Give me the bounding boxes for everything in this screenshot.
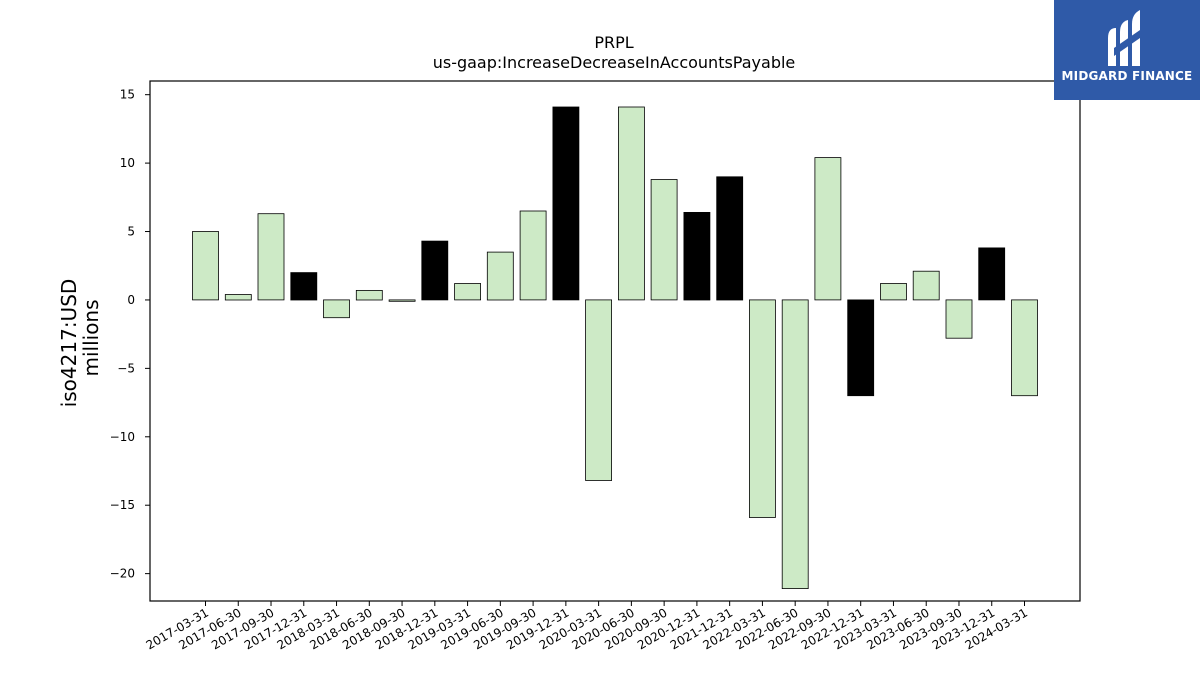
bar-2020-06-30 (618, 106, 645, 301)
bar-2017-12-31 (290, 272, 318, 301)
bar-2017-06-30 (224, 294, 252, 301)
bar-2019-06-30 (486, 251, 514, 301)
logo-text: MIDGARD FINANCE (1061, 69, 1193, 83)
y-axis-unit-label: millions (79, 299, 103, 376)
chart-title: PRPL (594, 33, 633, 52)
y-tick-label: 10 (120, 156, 135, 170)
bar-2017-09-30 (257, 213, 285, 301)
y-tick-label: −10 (110, 430, 135, 444)
bar-2018-03-31 (323, 299, 350, 319)
y-tick-label: −15 (110, 498, 135, 512)
y-tick-label: 5 (127, 225, 135, 239)
plot-area-frame (149, 80, 1081, 602)
y-axis-label: iso4217:USD (57, 279, 81, 408)
y-tick-label: 15 (120, 88, 135, 102)
bar-2021-12-31 (716, 176, 744, 301)
bar-2019-12-31 (552, 106, 580, 301)
bar-2022-06-30 (781, 299, 809, 590)
y-tick-label: −5 (117, 361, 135, 375)
bar-2018-12-31 (421, 240, 449, 301)
bar-2020-12-31 (683, 211, 711, 301)
bar-2018-09-30 (388, 299, 416, 302)
bar-2022-12-31 (847, 299, 875, 397)
bar-2022-03-31 (749, 299, 776, 518)
bar-2020-03-31 (585, 299, 612, 481)
y-tick-label: 0 (127, 293, 135, 307)
bar-2023-03-31 (880, 283, 907, 301)
bar-2019-03-31 (454, 283, 482, 301)
bar-2024-03-31 (1011, 299, 1038, 397)
bar-2020-09-30 (650, 179, 678, 301)
chart-subtitle: us-gaap:IncreaseDecreaseInAccountsPayabl… (433, 53, 796, 72)
logo-mark-icon (1108, 10, 1140, 66)
y-tick-label: −20 (110, 567, 135, 581)
bar-2019-09-30 (519, 210, 547, 301)
bar-2018-06-30 (355, 289, 383, 301)
bar-2022-09-30 (814, 157, 842, 301)
bar-2023-06-30 (912, 270, 940, 301)
brand-logo: MIDGARD FINANCE (1054, 0, 1200, 100)
bar-2023-09-30 (945, 299, 973, 339)
bar-2017-03-31 (192, 231, 219, 301)
bar-2023-12-31 (978, 247, 1006, 301)
